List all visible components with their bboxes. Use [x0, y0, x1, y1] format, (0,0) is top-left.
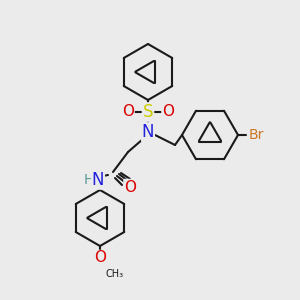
Text: H: H: [84, 173, 94, 187]
Text: S: S: [143, 103, 153, 121]
Text: CH₃: CH₃: [105, 269, 123, 279]
Text: O: O: [94, 250, 106, 266]
Text: N: N: [92, 171, 104, 189]
Text: Br: Br: [248, 128, 264, 142]
Text: N: N: [142, 123, 154, 141]
Text: O: O: [162, 104, 174, 119]
Text: O: O: [122, 104, 134, 119]
Text: O: O: [124, 179, 136, 194]
